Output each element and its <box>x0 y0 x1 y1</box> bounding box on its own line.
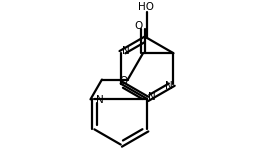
Text: N: N <box>148 92 156 102</box>
Text: N: N <box>165 81 173 91</box>
Text: O: O <box>134 21 142 31</box>
Text: O: O <box>119 76 127 86</box>
Text: HO: HO <box>138 2 154 12</box>
Text: N: N <box>122 46 130 56</box>
Text: N: N <box>96 95 103 105</box>
